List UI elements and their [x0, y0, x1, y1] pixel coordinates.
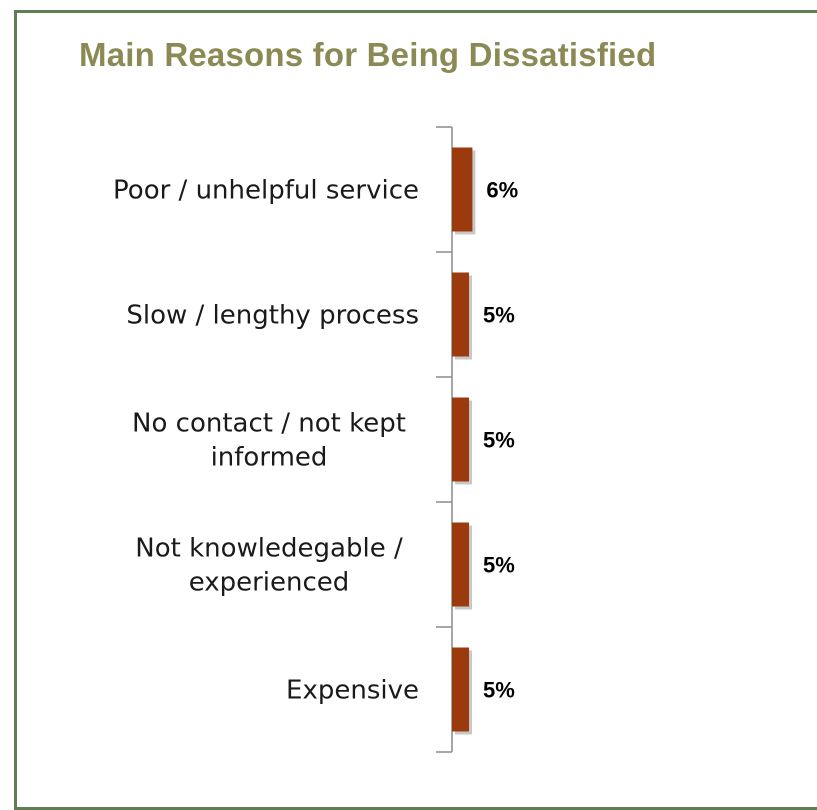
- bar: [452, 272, 469, 357]
- data-label: 5%: [483, 678, 515, 703]
- data-label: 5%: [483, 428, 515, 453]
- data-label: 6%: [486, 178, 518, 203]
- bar: [452, 522, 469, 607]
- category-label: Poor / unhelpful service: [113, 176, 419, 206]
- data-label: 5%: [483, 303, 515, 328]
- category-label: experienced: [189, 568, 350, 598]
- category-label: Expensive: [286, 676, 419, 706]
- category-label: informed: [211, 443, 328, 473]
- bar: [452, 147, 473, 232]
- data-label: 5%: [483, 553, 515, 578]
- category-label: Slow / lengthy process: [126, 301, 419, 331]
- category-label: Not knowledegable /: [135, 534, 403, 564]
- chart-frame: [14, 10, 817, 810]
- bar: [452, 647, 469, 732]
- chart-title: Main Reasons for Being Dissatisfied: [79, 36, 657, 73]
- category-label: No contact / not kept: [132, 409, 406, 439]
- bar-chart: 6% Poor / unhelpful service 5% Slow / lengt…: [113, 126, 518, 753]
- bar: [452, 397, 469, 482]
